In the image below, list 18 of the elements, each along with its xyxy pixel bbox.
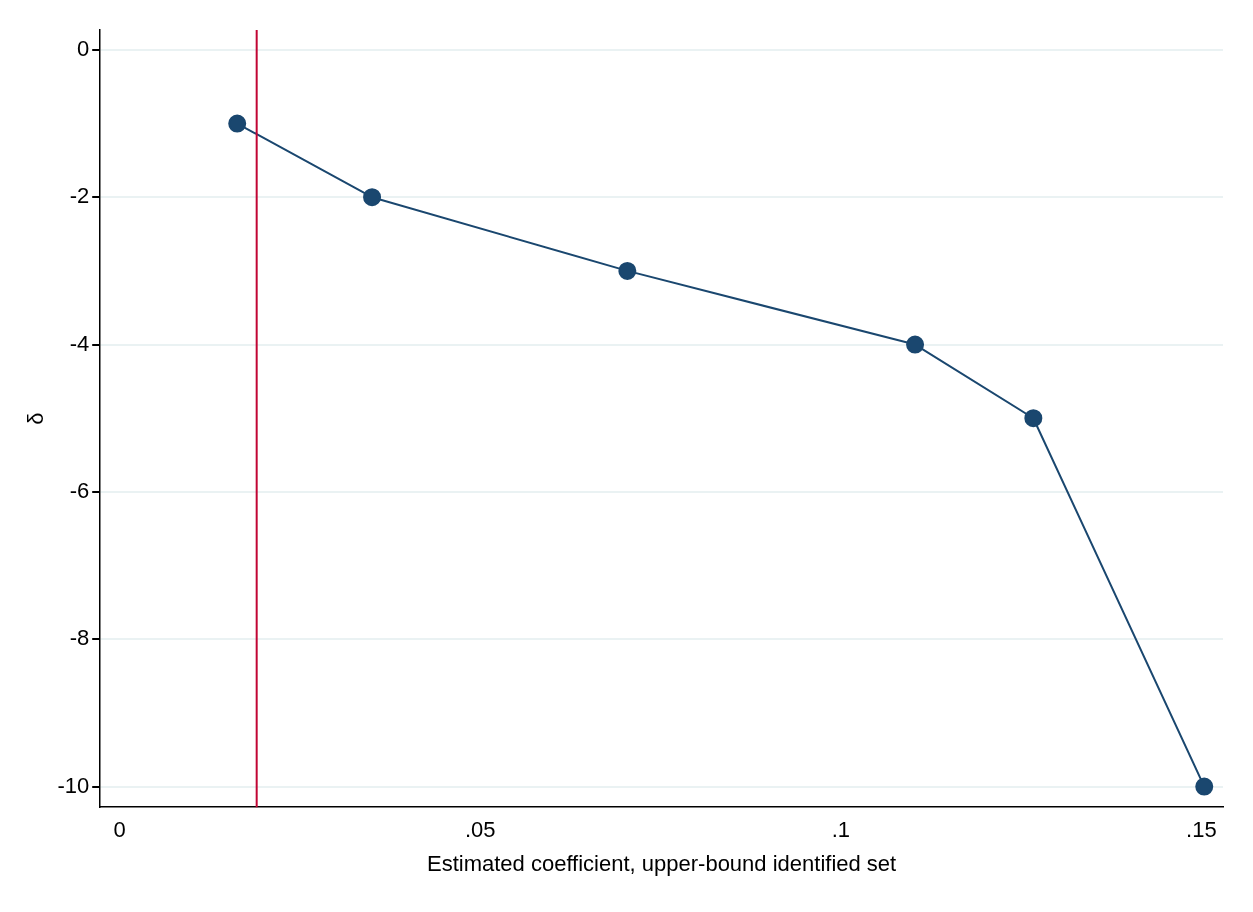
x-tick-label: 0 [113,817,126,843]
point [1024,409,1043,428]
point [618,261,637,280]
y-tick-label: -4 [69,330,90,356]
point [228,114,247,133]
x-tick-label: .15 [1186,817,1217,843]
y-tick-label: -8 [69,625,90,651]
point [906,335,925,354]
point [363,188,382,207]
y-tick-label: -6 [69,477,90,503]
x-tick-label: .1 [831,817,850,843]
y-tick-label: -10 [57,772,90,798]
x-tick-label: .05 [464,817,496,843]
y-axis-title: δ [23,412,49,425]
y-tick-label: -2 [69,183,90,209]
x-axis-title: Estimated coefficient, upper-bound identified set [426,850,897,876]
y-tick-label: 0 [76,35,90,61]
point [1195,777,1214,796]
